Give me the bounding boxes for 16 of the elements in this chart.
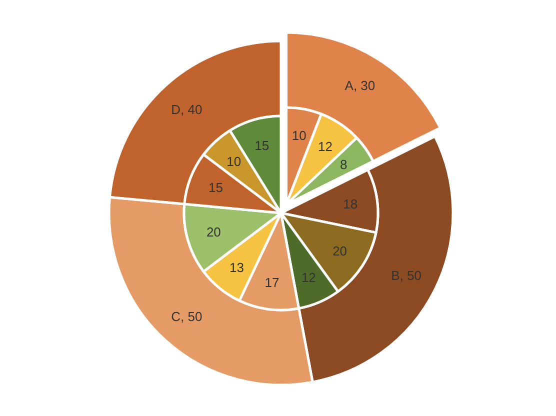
data-label: 8	[340, 156, 348, 172]
data-label: C, 50	[171, 308, 202, 324]
data-label: 15	[208, 180, 223, 196]
data-label: 13	[230, 260, 244, 275]
data-label: 18	[343, 196, 358, 212]
data-label: B, 50	[391, 268, 422, 283]
data-label: A, 30	[344, 78, 376, 93]
data-label: 15	[254, 138, 270, 154]
data-label: 12	[318, 138, 333, 154]
data-label: 10	[226, 154, 242, 169]
data-label: 20	[332, 243, 348, 258]
data-label: 12	[301, 270, 316, 285]
data-label: 20	[206, 224, 221, 240]
data-label: 17	[264, 274, 280, 290]
data-label: 10	[292, 128, 306, 144]
data-label: D, 40	[171, 102, 202, 118]
